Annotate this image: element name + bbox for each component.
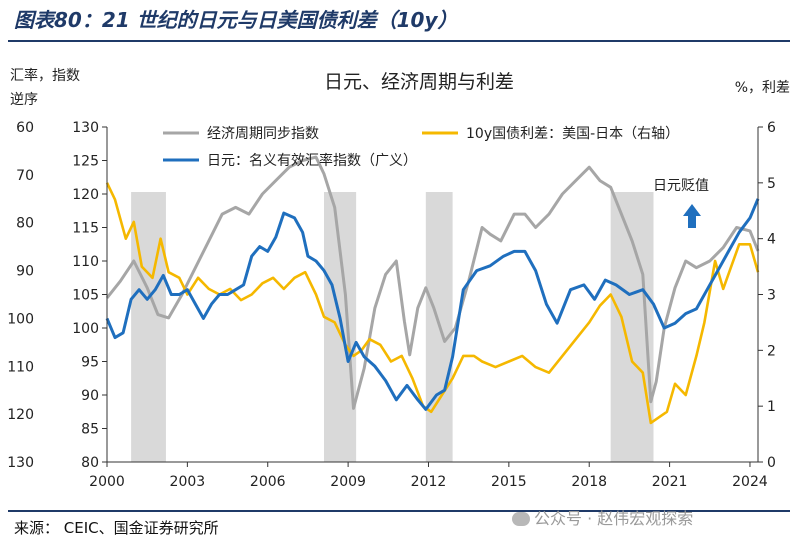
- spread-axis-tick-label: 4: [767, 232, 776, 248]
- x-axis-tick-label: 2015: [491, 474, 527, 490]
- cycle-axis-tick-label: 105: [72, 288, 99, 304]
- watermark: 公众号 · 赵伟宏观探索: [512, 505, 693, 529]
- annotation: 日元贬值: [653, 178, 709, 228]
- spread-axis-tick-label: 2: [767, 343, 776, 359]
- footer-rule: [8, 510, 790, 512]
- spread-axis-tick-label: 5: [767, 176, 776, 192]
- recession-bands: [131, 192, 654, 462]
- fx-axis-tick-label: 100: [7, 311, 34, 327]
- chart-title: 日元、经济周期与利差: [324, 71, 514, 93]
- recession-band: [324, 192, 357, 462]
- cycle-axis-tick-label: 95: [81, 355, 99, 371]
- cycle-axis-tick-label: 130: [72, 120, 99, 136]
- x-axis-tick-label: 2006: [250, 474, 286, 490]
- yen-neer-line: [105, 198, 760, 411]
- spread-axis-tick-label: 1: [767, 399, 776, 415]
- cycle-index-line: [105, 155, 760, 410]
- up-arrow-icon: [683, 204, 701, 228]
- x-axis-tick-label: 2021: [652, 474, 688, 490]
- fx-axis-tick-label: 90: [16, 264, 34, 280]
- cycle-axis-tick-label: 80: [81, 455, 99, 471]
- legend: 经济周期同步指数 10y国债利差：美国-日本（右轴） 日元：名义有效汇率指数（广义）: [163, 126, 679, 169]
- fx-axis-tick-label: 120: [7, 407, 34, 423]
- fx-axis-tick-label: 110: [7, 359, 34, 375]
- title-rule: [8, 40, 790, 42]
- spread-axis-tick-label: 0: [767, 455, 776, 471]
- cycle-axis-tick-label: 115: [72, 221, 99, 237]
- figure-title: 图表80：21 世纪的日元与日美国债利差（10y）: [14, 8, 458, 32]
- left-axis-label-line2: 逆序: [10, 92, 38, 108]
- fx-axis-tick-label: 60: [16, 120, 34, 136]
- cycle-axis-tick-label: 110: [72, 254, 99, 270]
- spread-axis-tick-label: 3: [767, 288, 776, 304]
- cycle-axis-tick-label: 85: [81, 422, 99, 438]
- watermark-text: 公众号 · 赵伟宏观探索: [534, 509, 694, 528]
- cycle-axis-tick-label: 100: [72, 321, 99, 337]
- annotation-label: 日元贬值: [653, 178, 709, 194]
- series-lines: [105, 155, 760, 425]
- x-axis-tick-label: 2018: [571, 474, 607, 490]
- x-axis-tick-label: 2003: [170, 474, 206, 490]
- fx-axis-tick-label: 80: [16, 216, 34, 232]
- legend-spread-label: 10y国债利差：美国-日本（右轴）: [466, 126, 679, 142]
- x-axis-tick-label: 2009: [330, 474, 366, 490]
- spread-axis-tick-label: 6: [767, 120, 776, 136]
- x-axis-tick-label: 2012: [411, 474, 447, 490]
- right-axis-label: %，利差: [735, 80, 790, 96]
- fx-axis-tick-label: 70: [16, 168, 34, 184]
- cycle-axis-tick-label: 125: [72, 154, 99, 170]
- source-note: 来源： CEIC、国金证券研究所: [14, 519, 219, 537]
- left-axis-label: 汇率，指数: [10, 67, 80, 84]
- x-axis-tick-label: 2000: [89, 474, 125, 490]
- wechat-icon: [512, 512, 530, 526]
- cycle-axis-tick-label: 120: [72, 187, 99, 203]
- legend-cycle-label: 经济周期同步指数: [207, 126, 319, 142]
- x-axis-tick-label: 2024: [732, 474, 768, 490]
- legend-fx-label: 日元：名义有效汇率指数（广义）: [207, 152, 417, 169]
- axes: 6070809010011012013013012512011511010510…: [7, 120, 776, 490]
- cycle-axis-tick-label: 90: [81, 388, 99, 404]
- fx-axis-tick-label: 130: [7, 455, 34, 471]
